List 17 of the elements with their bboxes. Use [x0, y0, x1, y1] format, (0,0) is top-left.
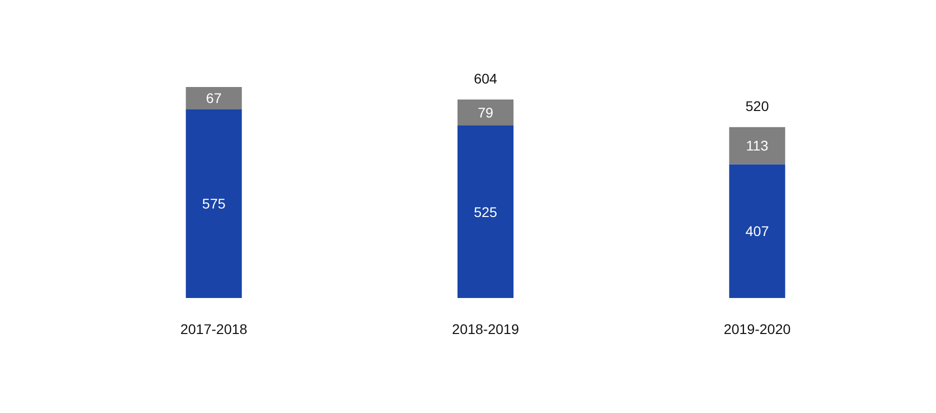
bar — [186, 109, 242, 298]
data-label: 79 — [478, 104, 494, 121]
x-tick-label: 2017-2018 — [180, 321, 248, 337]
bar — [458, 100, 514, 126]
bar — [458, 126, 514, 298]
bar — [729, 127, 786, 164]
bar — [729, 164, 786, 298]
x-tick-label: 2019-2020 — [724, 321, 791, 337]
total-label: 520 — [745, 98, 770, 114]
data-label: 113 — [746, 138, 769, 154]
x-tick-label: 2018-2019 — [452, 321, 520, 337]
data-label: 525 — [474, 204, 498, 220]
data-label: 67 — [206, 90, 222, 106]
data-label: 575 — [202, 196, 226, 212]
total-label: 604 — [474, 70, 498, 87]
data-label: 407 — [745, 223, 770, 240]
bar — [186, 87, 242, 110]
